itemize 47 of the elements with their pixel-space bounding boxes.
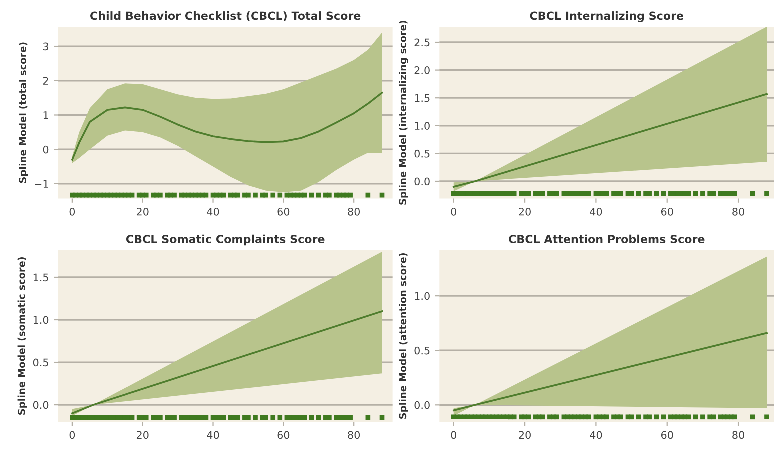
line-series — [72, 92, 384, 161]
y-tick-label: 1.5 — [34, 274, 48, 282]
x-tick-label: 40 — [590, 208, 602, 216]
x-tick-label: 80 — [732, 431, 744, 440]
x-tick-label: 80 — [348, 208, 360, 216]
x-tick-label: 20 — [136, 431, 149, 440]
x-tick-label: 0 — [70, 208, 76, 216]
x-tick-label: 60 — [278, 208, 290, 216]
x-tick-label: 40 — [207, 208, 220, 216]
y-axis-title: Spline Model (internalizing score) — [399, 20, 408, 205]
x-tick-label: 0 — [451, 208, 456, 216]
chart-title: CBCL Somatic Complaints Score — [126, 234, 325, 246]
x-tick-label: 20 — [519, 431, 531, 440]
y-tick-label: 0.5 — [414, 346, 430, 355]
x-tick-label: 80 — [732, 208, 744, 216]
y-tick-label: 1.0 — [415, 292, 430, 300]
y-tick-label: 3 — [43, 42, 48, 51]
x-tick-label: 60 — [661, 431, 674, 440]
chart-title: Child Behavior Checklist (CBCL) Total Score — [90, 12, 361, 22]
y-axis-title: Spline Model (somatic score) — [18, 258, 28, 415]
y-tick-label: −1 — [35, 180, 48, 188]
y-tick-label: 0 — [43, 146, 49, 154]
x-tick-label: 20 — [136, 208, 149, 216]
y-tick-label: 1.0 — [415, 122, 430, 130]
y-tick-label: 0.5 — [414, 150, 430, 158]
x-tick-label: 60 — [278, 431, 290, 440]
chart-title: CBCL Attention Problems Score — [509, 234, 705, 244]
y-tick-label: 0.0 — [33, 401, 49, 410]
y-axis-title: Spline Model (total score) — [19, 42, 28, 184]
y-tick-label: 2 — [43, 77, 48, 85]
x-tick-label: 80 — [348, 431, 360, 440]
x-tick-label: 20 — [519, 208, 531, 216]
x-tick-label: 0 — [451, 431, 456, 440]
y-tick-label: 0.0 — [414, 401, 430, 410]
x-tick-label: 40 — [207, 431, 220, 440]
y-tick-label: 2.0 — [414, 66, 430, 74]
y-tick-label: 0.0 — [414, 178, 430, 186]
y-tick-label: 0.5 — [33, 358, 48, 367]
x-tick-label: 40 — [590, 431, 602, 440]
y-tick-label: 2.5 — [414, 38, 430, 47]
y-axis-title: Spline Model (attention score) — [399, 254, 408, 419]
x-tick-label: 0 — [70, 431, 76, 440]
y-tick-label: 1 — [44, 112, 48, 120]
y-tick-label: 1.0 — [34, 316, 49, 324]
chart-title: CBCL Internalizing Score — [530, 12, 684, 22]
x-tick-label: 60 — [661, 208, 674, 216]
y-tick-label: 1.5 — [415, 94, 430, 102]
